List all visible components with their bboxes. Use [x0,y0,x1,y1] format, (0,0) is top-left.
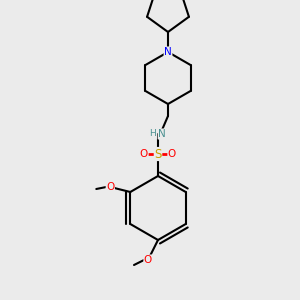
Text: N: N [158,129,166,139]
Text: O: O [140,149,148,159]
Text: O: O [106,182,114,192]
Text: O: O [168,149,176,159]
Text: H: H [150,130,156,139]
Text: N: N [164,47,172,57]
Text: O: O [144,255,152,265]
Text: S: S [154,148,162,160]
